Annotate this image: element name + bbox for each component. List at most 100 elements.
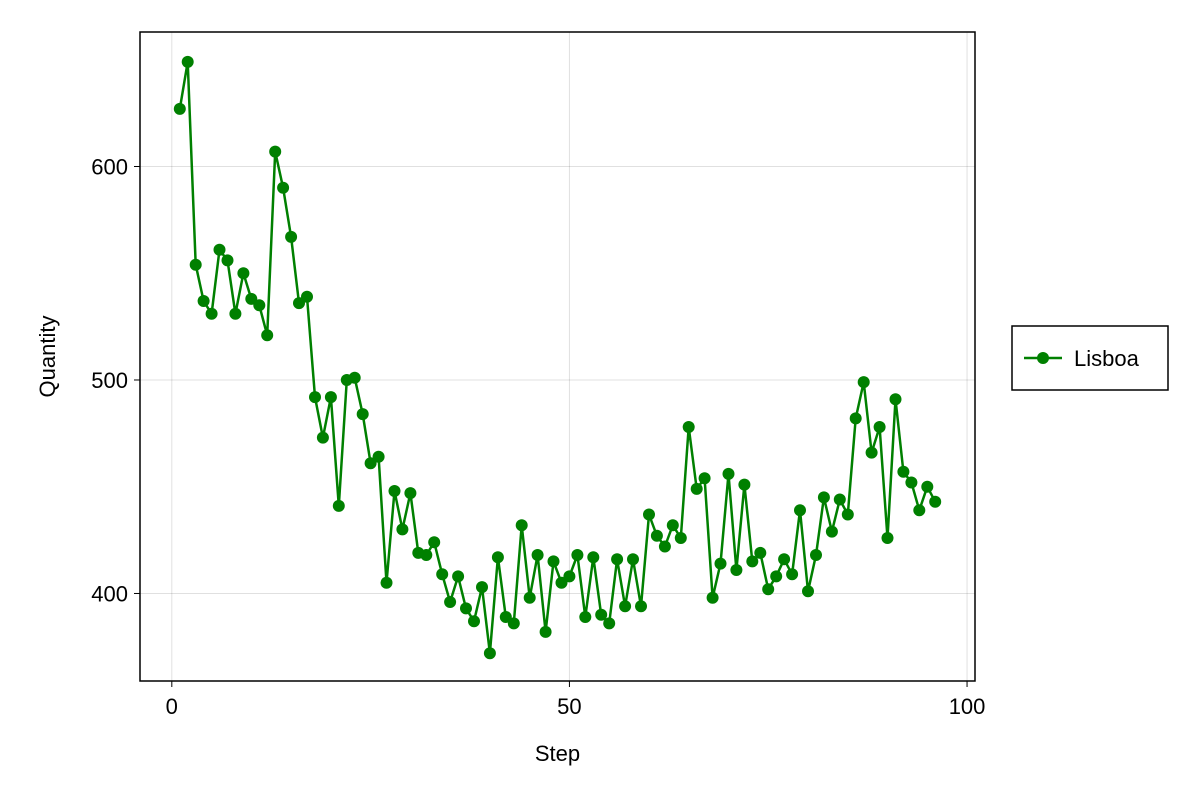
data-point (619, 600, 632, 613)
data-point (921, 480, 934, 493)
data-point (698, 472, 711, 485)
data-point (285, 230, 298, 243)
legend: Lisboa (1011, 325, 1169, 391)
data-point (722, 467, 735, 480)
x-tick-label: 100 (949, 694, 986, 719)
data-point (817, 491, 830, 504)
data-point (595, 608, 608, 621)
data-point (523, 591, 536, 604)
data-point (786, 568, 799, 581)
data-point (324, 391, 337, 404)
data-point (849, 412, 862, 425)
data-point (491, 551, 504, 564)
data-point (444, 596, 457, 608)
data-point (881, 532, 894, 544)
y-tick-label: 600 (91, 154, 128, 179)
data-point (539, 625, 552, 638)
data-point (293, 297, 305, 310)
data-point (929, 495, 942, 508)
data-point (181, 55, 194, 68)
data-point (316, 431, 329, 444)
data-point (269, 145, 282, 158)
data-point (197, 295, 210, 307)
data-point (547, 555, 560, 568)
data-point (810, 549, 822, 561)
data-point (674, 532, 687, 544)
data-point (460, 602, 472, 615)
data-point (452, 570, 465, 583)
data-point (261, 329, 274, 342)
data-point (468, 615, 480, 628)
data-point (579, 611, 592, 623)
data-point (770, 570, 783, 583)
data-point (650, 529, 663, 542)
data-point (404, 487, 417, 500)
data-point (738, 478, 751, 491)
data-point (643, 508, 655, 521)
data-point (372, 450, 385, 463)
data-point (277, 181, 290, 194)
data-point (364, 457, 377, 470)
data-point (794, 504, 806, 517)
data-point (889, 393, 902, 406)
data-point (356, 408, 369, 421)
data-point (436, 568, 449, 581)
data-point (221, 254, 234, 267)
data-point (611, 553, 624, 566)
legend-entry-lisboa: Lisboa (1074, 346, 1140, 371)
axis-ticks: 0 50 100 400 500 600 (91, 154, 985, 719)
data-point (825, 525, 838, 538)
data-point (690, 482, 703, 495)
y-tick-label: 400 (91, 581, 128, 606)
data-point (253, 299, 266, 312)
data-point (348, 371, 361, 384)
x-tick-label: 0 (166, 694, 178, 719)
data-point (205, 307, 218, 320)
data-point (476, 581, 488, 594)
data-point (682, 421, 695, 433)
data-point (245, 292, 258, 305)
data-point (499, 611, 512, 623)
data-point (587, 551, 600, 564)
y-tick-label: 500 (91, 368, 128, 393)
data-point (762, 583, 775, 596)
data-point (841, 508, 854, 521)
x-axis-label: Step (535, 741, 580, 766)
data-point (857, 376, 870, 389)
data-point (865, 446, 878, 459)
data-point (905, 476, 918, 489)
data-point (173, 102, 186, 115)
data-point (229, 307, 242, 320)
data-point (309, 391, 321, 404)
data-point (213, 243, 226, 256)
data-point (666, 519, 679, 532)
data-point (754, 546, 767, 559)
y-axis-label: Quantity (35, 316, 60, 398)
data-point (301, 290, 313, 303)
data-point (380, 576, 393, 589)
data-point (483, 647, 496, 660)
data-point (603, 617, 616, 630)
data-point (635, 600, 647, 613)
data-point (571, 549, 584, 561)
data-point (428, 536, 441, 549)
data-point (396, 523, 409, 536)
data-point (778, 553, 791, 566)
data-point (802, 585, 814, 598)
data-point (189, 258, 202, 271)
data-point (706, 591, 719, 604)
data-point (237, 267, 250, 280)
plot-frame (139, 31, 976, 682)
data-point (332, 499, 345, 512)
data-point (897, 465, 910, 478)
data-point (507, 617, 520, 630)
data-point (563, 570, 576, 583)
data-point (388, 485, 401, 497)
x-tick-label: 50 (557, 694, 581, 719)
data-point (531, 549, 544, 561)
data-point (714, 557, 727, 570)
data-point (627, 553, 639, 566)
data-point (833, 493, 846, 506)
series-layer (173, 55, 942, 660)
